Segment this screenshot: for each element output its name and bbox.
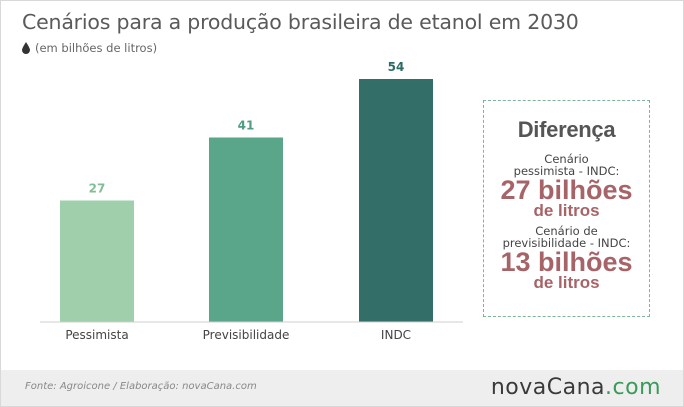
bar-value-label-previsibilidade: 41 xyxy=(238,119,255,133)
brand-prefix: nova xyxy=(490,375,547,400)
difference-1-unit: de litros xyxy=(533,201,600,220)
brand-main: Cana xyxy=(546,375,606,400)
difference-1-description: Cenário pessimista - INDC: xyxy=(484,153,649,177)
bar-pessimista xyxy=(60,200,134,322)
difference-2-unit: de litros xyxy=(533,273,600,292)
chart-subtitle: (em bilhões de litros) xyxy=(22,41,157,55)
bar-value-label-indc: 54 xyxy=(388,60,405,74)
difference-2-value: 13 bilhões xyxy=(500,247,633,277)
difference-1-value: 27 bilhões xyxy=(500,175,633,205)
source-note: Fonte: Agroicone / Elaboração: novaCana.… xyxy=(25,381,257,392)
subtitle-text: (em bilhões de litros) xyxy=(35,41,158,55)
bar-previsibilidade xyxy=(209,137,283,322)
brand-suffix: .com xyxy=(605,375,661,400)
bar-value-label-pessimista: 27 xyxy=(89,182,106,196)
chart-title: Cenários para a produção brasileira de e… xyxy=(22,10,579,34)
difference-2-desc-line1: Cenário de xyxy=(535,224,598,238)
category-label-pessimista: Pessimista xyxy=(65,328,128,342)
category-label-indc: INDC xyxy=(381,328,411,342)
difference-1-desc-line2: pessimista - INDC: xyxy=(513,164,620,178)
difference-2-desc-line2: previsibilidade - INDC: xyxy=(502,236,631,250)
difference-2-description: Cenário de previsibilidade - INDC: xyxy=(484,225,649,249)
bar-indc xyxy=(359,79,433,322)
category-label-previsibilidade: Previsibilidade xyxy=(203,328,290,342)
difference-title: Diferença xyxy=(517,117,616,142)
drop-icon xyxy=(22,42,30,54)
footer-bar: Fonte: Agroicone / Elaboração: novaCana.… xyxy=(1,370,683,406)
difference-box: Diferença Cenário pessimista - INDC: 27 … xyxy=(483,100,650,317)
bars-layer: 27 Pessimista 41 Previsibilidade 54 INDC xyxy=(60,60,433,342)
brand-logo[interactable]: novaCana.com xyxy=(491,375,661,400)
difference-1-desc-line1: Cenário xyxy=(544,152,589,166)
